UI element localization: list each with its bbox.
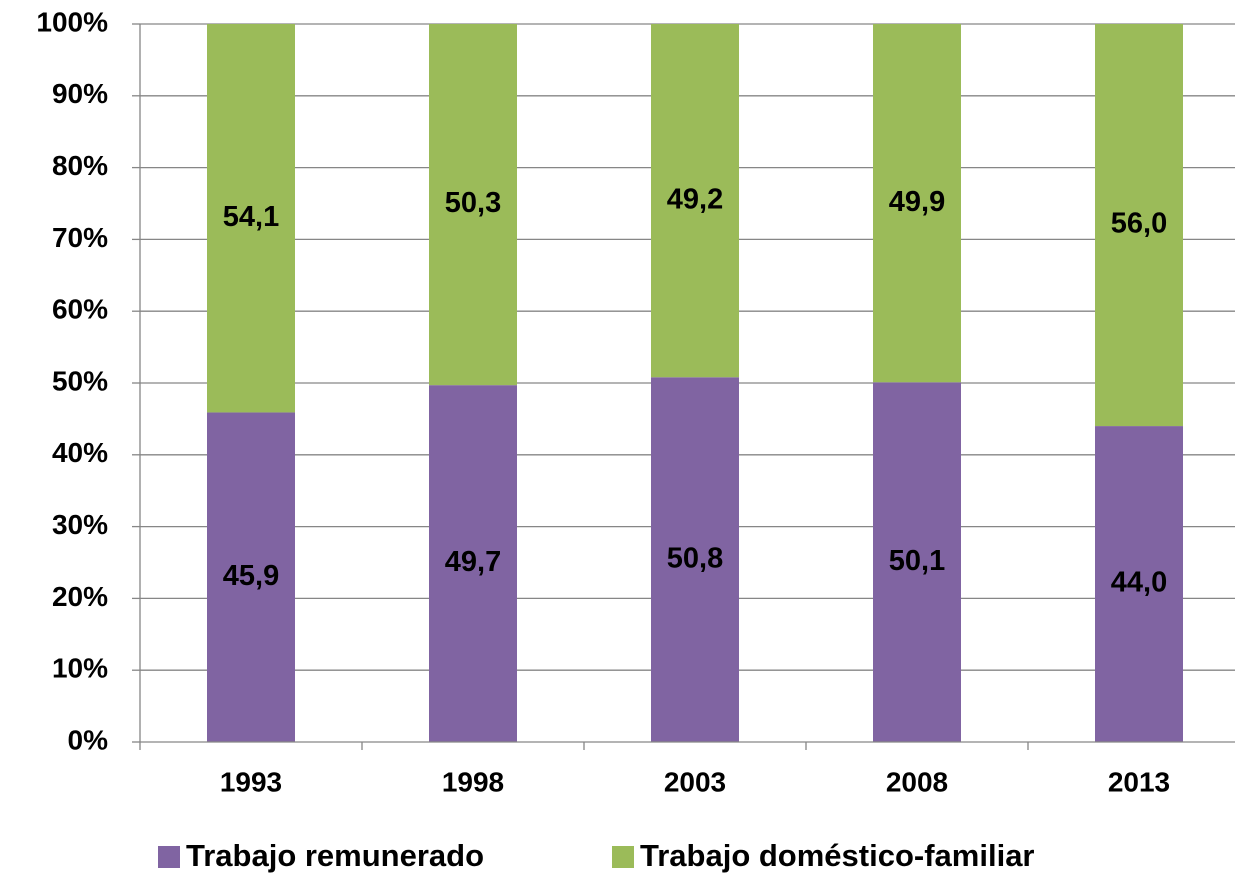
legend-swatch [612, 846, 634, 868]
data-label: 44,0 [1111, 567, 1167, 599]
data-label: 49,2 [667, 183, 723, 215]
data-label: 50,1 [889, 545, 945, 577]
bar-segment [207, 24, 295, 413]
y-tick-label: 80% [52, 150, 108, 181]
bar-segment [429, 24, 517, 386]
data-label: 45,9 [223, 560, 279, 592]
y-tick-label: 40% [52, 437, 108, 468]
bar-segment [873, 24, 961, 383]
legend-label: Trabajo remunerado [186, 838, 484, 873]
data-label: 50,3 [445, 187, 501, 219]
y-tick-label: 0% [68, 724, 109, 755]
x-tick-label: 2013 [1108, 766, 1170, 797]
bar-segment [651, 24, 739, 378]
data-label: 49,9 [889, 186, 945, 218]
bar-segment [1095, 426, 1183, 742]
y-tick-label: 50% [52, 365, 108, 396]
x-tick-label: 2008 [886, 766, 948, 797]
bar-segment [429, 385, 517, 742]
x-tick-label: 2003 [664, 766, 726, 797]
legend-label: Trabajo doméstico-familiar [640, 838, 1035, 873]
legend-swatch [158, 846, 180, 868]
x-tick-label: 1998 [442, 766, 504, 797]
y-tick-label: 30% [52, 509, 108, 540]
y-tick-label: 100% [36, 6, 108, 37]
bar-segment [873, 382, 961, 742]
y-tick-label: 20% [52, 581, 108, 612]
data-label: 56,0 [1111, 208, 1167, 240]
bar-segment [1095, 24, 1183, 427]
y-tick-label: 70% [52, 222, 108, 253]
y-tick-label: 10% [52, 653, 108, 684]
data-label: 54,1 [223, 201, 279, 233]
bar-segment [651, 377, 739, 742]
y-tick-label: 60% [52, 294, 108, 325]
bar-segment [207, 412, 295, 742]
x-tick-label: 1993 [220, 766, 282, 797]
data-label: 49,7 [445, 546, 501, 578]
data-label: 50,8 [667, 542, 723, 574]
y-tick-label: 90% [52, 78, 108, 109]
